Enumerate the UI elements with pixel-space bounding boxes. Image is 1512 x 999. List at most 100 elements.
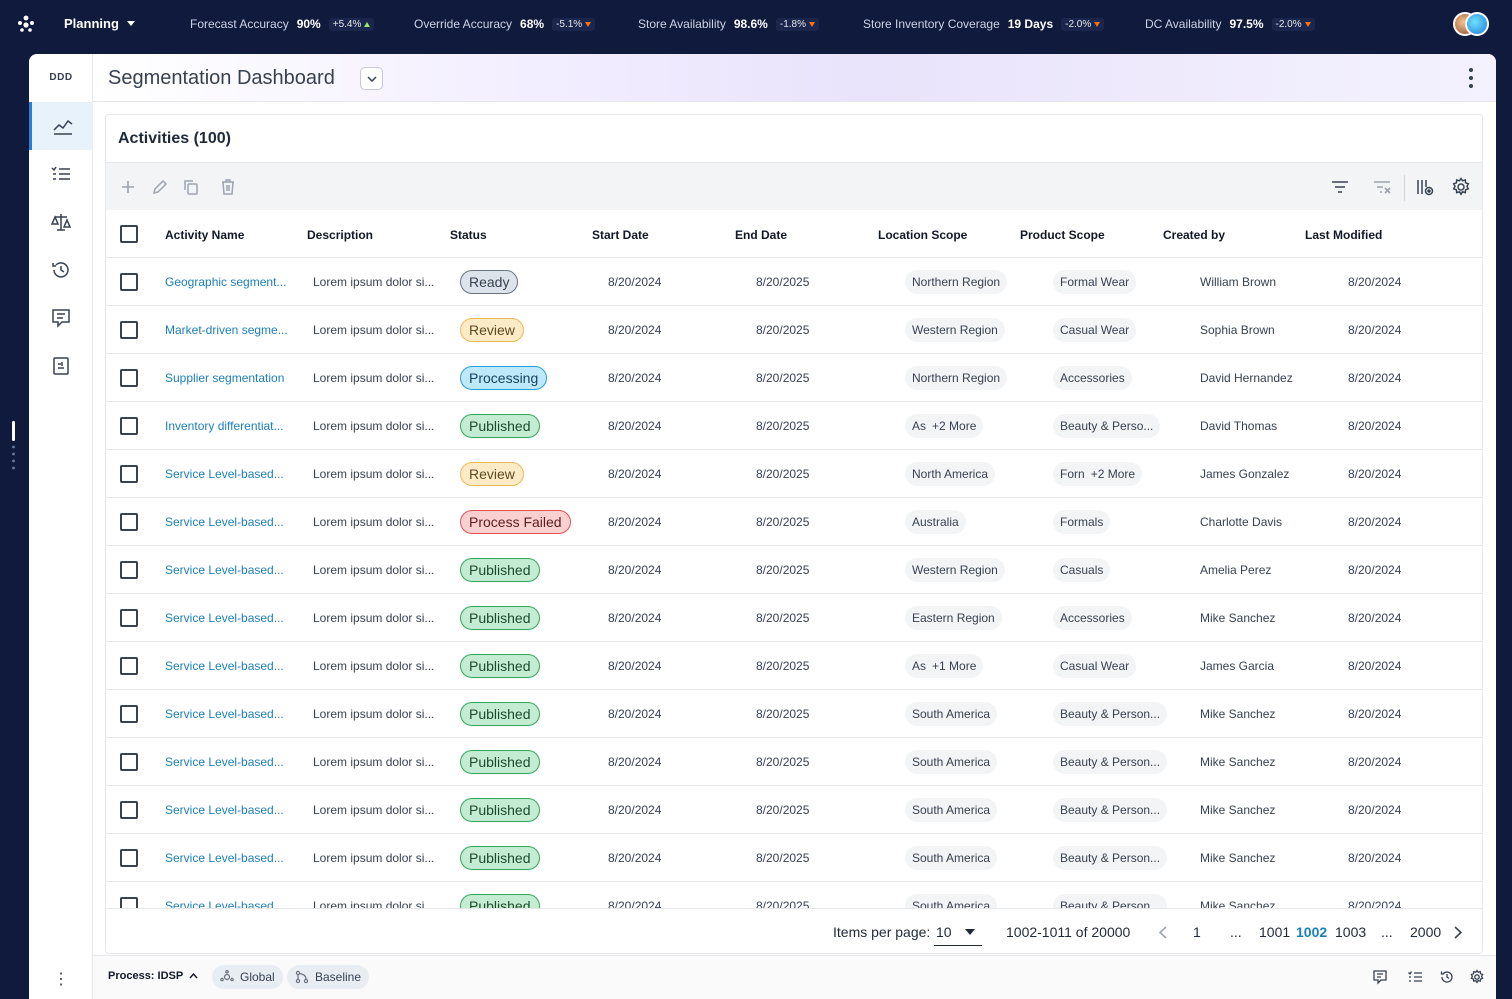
settings-button[interactable]: [1451, 177, 1471, 197]
copy-button[interactable]: [181, 177, 201, 197]
column-header-status[interactable]: Status: [450, 228, 487, 242]
row-checkbox[interactable]: [120, 465, 138, 483]
location-scope-chip[interactable]: South America: [905, 846, 998, 870]
row-checkbox[interactable]: [120, 273, 138, 291]
activity-name-link[interactable]: Inventory differentiat...: [165, 419, 284, 433]
location-more-count[interactable]: +1 More: [932, 659, 977, 673]
product-scope-chip[interactable]: Beauty & Person...: [1053, 846, 1168, 870]
checklist-icon[interactable]: [1407, 969, 1423, 985]
location-scope-chip[interactable]: Australia: [905, 510, 966, 534]
product-scope-chip[interactable]: Beauty & Perso...: [1053, 414, 1161, 438]
rail-item-tasks[interactable]: [29, 150, 93, 198]
app-logo-icon[interactable]: [16, 14, 36, 34]
row-checkbox[interactable]: [120, 801, 138, 819]
product-scope-chip[interactable]: Beauty & Person...: [1053, 750, 1168, 774]
kpi-forecast-accuracy[interactable]: Forecast Accuracy 90% +5.4%: [190, 17, 375, 31]
table-row[interactable]: Supplier segmentation Lorem ipsum dolor s…: [106, 354, 1482, 402]
product-scope-chip[interactable]: Beauty & Person...: [1053, 894, 1168, 908]
activity-name-link[interactable]: Geographic segment...: [165, 275, 287, 289]
row-checkbox[interactable]: [120, 513, 138, 531]
product-scope-chip[interactable]: Accessories: [1053, 606, 1132, 630]
rail-item-history[interactable]: [29, 246, 93, 294]
location-scope-chip[interactable]: Western Region: [905, 318, 1005, 342]
location-scope-chip[interactable]: South America: [905, 798, 998, 822]
activity-name-link[interactable]: Service Level-based...: [165, 611, 284, 625]
column-header-location-scope[interactable]: Location Scope: [878, 228, 968, 242]
table-row[interactable]: Service Level-based... Lorem ipsum dolor …: [106, 786, 1482, 834]
location-scope-chip[interactable]: As +2 More: [905, 414, 984, 438]
scope-chip-baseline[interactable]: Baseline: [287, 965, 370, 989]
row-checkbox[interactable]: [120, 609, 138, 627]
add-button[interactable]: [118, 177, 138, 197]
row-checkbox[interactable]: [120, 753, 138, 771]
table-row[interactable]: Service Level-based... Lorem ipsum dolor …: [106, 882, 1482, 908]
column-header-product-scope[interactable]: Product Scope: [1020, 228, 1105, 242]
activity-name-link[interactable]: Service Level-based...: [165, 851, 284, 865]
activity-name-link[interactable]: Service Level-based...: [165, 755, 284, 769]
table-row[interactable]: Service Level-based... Lorem ipsum dolor …: [106, 498, 1482, 546]
scope-chip-global[interactable]: Global: [212, 965, 283, 989]
location-scope-chip[interactable]: South America: [905, 702, 998, 726]
kpi-store-inventory-coverage[interactable]: Store Inventory Coverage 19 Days -2.0%: [863, 17, 1105, 31]
rail-more-icon[interactable]: ⋮: [53, 971, 69, 988]
page-link-active[interactable]: 1002: [1296, 924, 1328, 940]
activity-name-link[interactable]: Service Level-based...: [165, 707, 284, 721]
location-scope-chip[interactable]: Western Region: [905, 558, 1005, 582]
location-scope-chip[interactable]: Eastern Region: [905, 606, 1002, 630]
location-scope-chip[interactable]: North America: [905, 462, 996, 486]
next-page-icon[interactable]: [1454, 926, 1462, 939]
table-row[interactable]: Inventory differentiat... Lorem ipsum dol…: [106, 402, 1482, 450]
title-dropdown-button[interactable]: [360, 67, 383, 90]
page-link[interactable]: 1003: [1335, 924, 1367, 940]
column-header-end-date[interactable]: End Date: [735, 228, 788, 242]
column-header-description[interactable]: Description: [307, 228, 374, 242]
drag-handle-icon[interactable]: [11, 415, 17, 475]
table-row[interactable]: Market-driven segme... Lorem ipsum dolor …: [106, 306, 1482, 354]
table-row[interactable]: Service Level-based... Lorem ipsum dolor …: [106, 450, 1482, 498]
rail-item-comments[interactable]: [29, 294, 93, 342]
table-row[interactable]: Service Level-based... Lorem ipsum dolor …: [106, 642, 1482, 690]
table-row[interactable]: Service Level-based... Lorem ipsum dolor …: [106, 834, 1482, 882]
product-more-count[interactable]: +2 More: [1090, 467, 1136, 481]
kpi-override-accuracy[interactable]: Override Accuracy 68% -5.1%: [414, 17, 596, 31]
gear-icon[interactable]: [1469, 969, 1485, 985]
items-per-page-select[interactable]: 10: [934, 920, 982, 946]
product-scope-chip[interactable]: Beauty & Person...: [1053, 702, 1168, 726]
activity-name-link[interactable]: Supplier segmentation: [165, 371, 285, 385]
filter-button[interactable]: [1330, 177, 1350, 197]
activity-name-link[interactable]: Service Level-based...: [165, 467, 284, 481]
page-link[interactable]: 1001: [1259, 924, 1291, 940]
row-checkbox[interactable]: [120, 561, 138, 579]
product-scope-chip[interactable]: Formal Wear: [1053, 270, 1137, 294]
product-scope-chip[interactable]: Beauty & Person...: [1053, 798, 1168, 822]
row-checkbox[interactable]: [120, 369, 138, 387]
delete-button[interactable]: [218, 177, 238, 197]
activity-name-link[interactable]: Service Level-based...: [165, 659, 284, 673]
product-scope-chip[interactable]: Casual Wear: [1053, 654, 1137, 678]
previous-page-icon[interactable]: [1159, 926, 1167, 939]
table-row[interactable]: Geographic segment... Lorem ipsum dolor s…: [106, 258, 1482, 306]
row-checkbox[interactable]: [120, 657, 138, 675]
row-checkbox[interactable]: [120, 897, 138, 908]
table-row[interactable]: Service Level-based... Lorem ipsum dolor …: [106, 738, 1482, 786]
clear-filter-button[interactable]: [1372, 177, 1392, 197]
activity-name-link[interactable]: Service Level-based...: [165, 515, 284, 529]
row-checkbox[interactable]: [120, 417, 138, 435]
rail-item-report[interactable]: [29, 342, 93, 390]
column-header-start-date[interactable]: Start Date: [592, 228, 649, 242]
location-more-count[interactable]: +2 More: [932, 419, 977, 433]
page-first[interactable]: 1: [1193, 924, 1201, 940]
location-scope-chip[interactable]: South America: [905, 750, 998, 774]
select-all-checkbox[interactable]: [120, 225, 138, 243]
rail-item-dashboard[interactable]: [29, 102, 93, 150]
activity-name-link[interactable]: Service Level-based...: [165, 563, 284, 577]
rail-item-balance[interactable]: [29, 198, 93, 246]
table-row[interactable]: Service Level-based... Lorem ipsum dolor …: [106, 594, 1482, 642]
row-checkbox[interactable]: [120, 321, 138, 339]
product-scope-chip[interactable]: Accessories: [1053, 366, 1132, 390]
column-header-activity-name[interactable]: Activity Name: [165, 228, 245, 242]
product-scope-chip[interactable]: Casual Wear: [1053, 318, 1137, 342]
product-scope-chip[interactable]: Casuals: [1053, 558, 1111, 582]
table-row[interactable]: Service Level-based... Lorem ipsum dolor …: [106, 546, 1482, 594]
location-scope-chip[interactable]: South America: [905, 894, 998, 908]
